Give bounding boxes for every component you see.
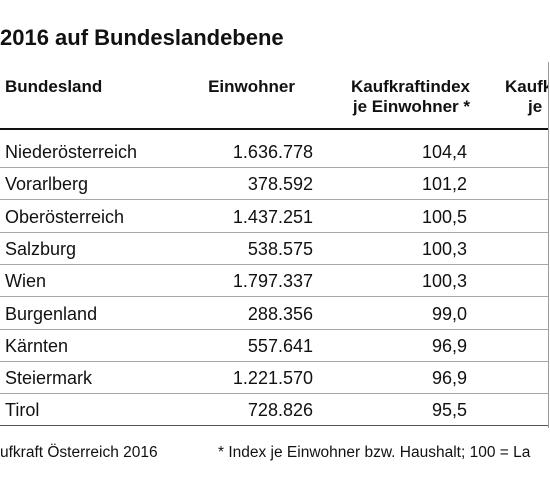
table-row: Vorarlberg 378.592 101,2 [0, 168, 548, 201]
cell-kaufkraftindex: 100,3 [421, 271, 467, 292]
cell-kaufkraftindex: 100,3 [421, 238, 467, 259]
header-bundesland: Bundesland [5, 77, 103, 96]
cell-kaufkraftindex: 101,2 [421, 174, 467, 195]
cell-bundesland: Niederösterreich [5, 142, 138, 162]
header-col4-line2: je Ha [528, 97, 548, 116]
header-kaufkraft-haushalt: Kaufk je Ha [505, 77, 548, 117]
cell-bundesland: Steiermark [5, 368, 93, 389]
cell-bundesland: Oberösterreich [5, 206, 125, 227]
table-row: Kärnten 557.641 96,9 [0, 330, 548, 362]
footer-source: ufkraft Österreich 2016 [0, 444, 158, 461]
cell-kaufkraftindex: 95,5 [431, 400, 467, 421]
cell-kaufkraftindex: 100,5 [421, 206, 467, 227]
cell-einwohner: 1.437.251 [232, 206, 313, 227]
column-divider [548, 62, 549, 428]
table-title: 2016 auf Bundeslandebene [0, 25, 284, 50]
cell-einwohner: 378.592 [247, 174, 313, 195]
table-row: Salzburg 538.575 100,3 [0, 233, 548, 265]
header-divider [0, 128, 548, 130]
header-col4-line1: Kaufk [505, 77, 548, 96]
cell-bundesland: Salzburg [5, 238, 77, 259]
cell-kaufkraftindex: 99,0 [431, 303, 467, 324]
cell-einwohner: 1.221.570 [232, 368, 313, 389]
cell-einwohner: 728.826 [247, 400, 313, 421]
cell-einwohner: 557.641 [247, 335, 313, 356]
cell-kaufkraftindex: 104,4 [421, 142, 467, 162]
cell-einwohner: 1.797.337 [232, 271, 313, 292]
footer-note: * Index je Einwohner bzw. Haushalt; 100 … [218, 444, 531, 461]
cell-bundesland: Burgenland [5, 303, 98, 324]
header-kaufkraftindex-line2: je Einwohner * [352, 97, 470, 116]
table-row: Steiermark 1.221.570 96,9 [0, 362, 548, 395]
cell-bundesland: Vorarlberg [5, 174, 89, 195]
cell-bundesland: Wien [5, 271, 47, 292]
table-row: Burgenland 288.356 99,0 [0, 298, 548, 330]
table-row: Wien 1.797.337 100,3 [0, 265, 548, 298]
header-kaufkraftindex: Kaufkraftindex je Einwohner * [330, 77, 470, 117]
table-row: Oberösterreich 1.437.251 100,5 [0, 201, 548, 233]
cell-einwohner: 288.356 [247, 303, 313, 324]
cell-bundesland: Kärnten [5, 335, 69, 356]
header-einwohner: Einwohner [208, 77, 295, 96]
cell-einwohner: 538.575 [247, 238, 313, 259]
header-kaufkraftindex-line1: Kaufkraftindex [350, 77, 470, 96]
cell-kaufkraftindex: 96,9 [431, 368, 467, 389]
cell-einwohner: 1.636.778 [232, 142, 313, 162]
cell-bundesland: Tirol [5, 400, 40, 421]
table-row: Tirol 728.826 95,5 [0, 394, 548, 427]
table-row: Niederösterreich 1.636.778 104,4 [0, 136, 548, 168]
cell-kaufkraftindex: 96,9 [431, 335, 467, 356]
